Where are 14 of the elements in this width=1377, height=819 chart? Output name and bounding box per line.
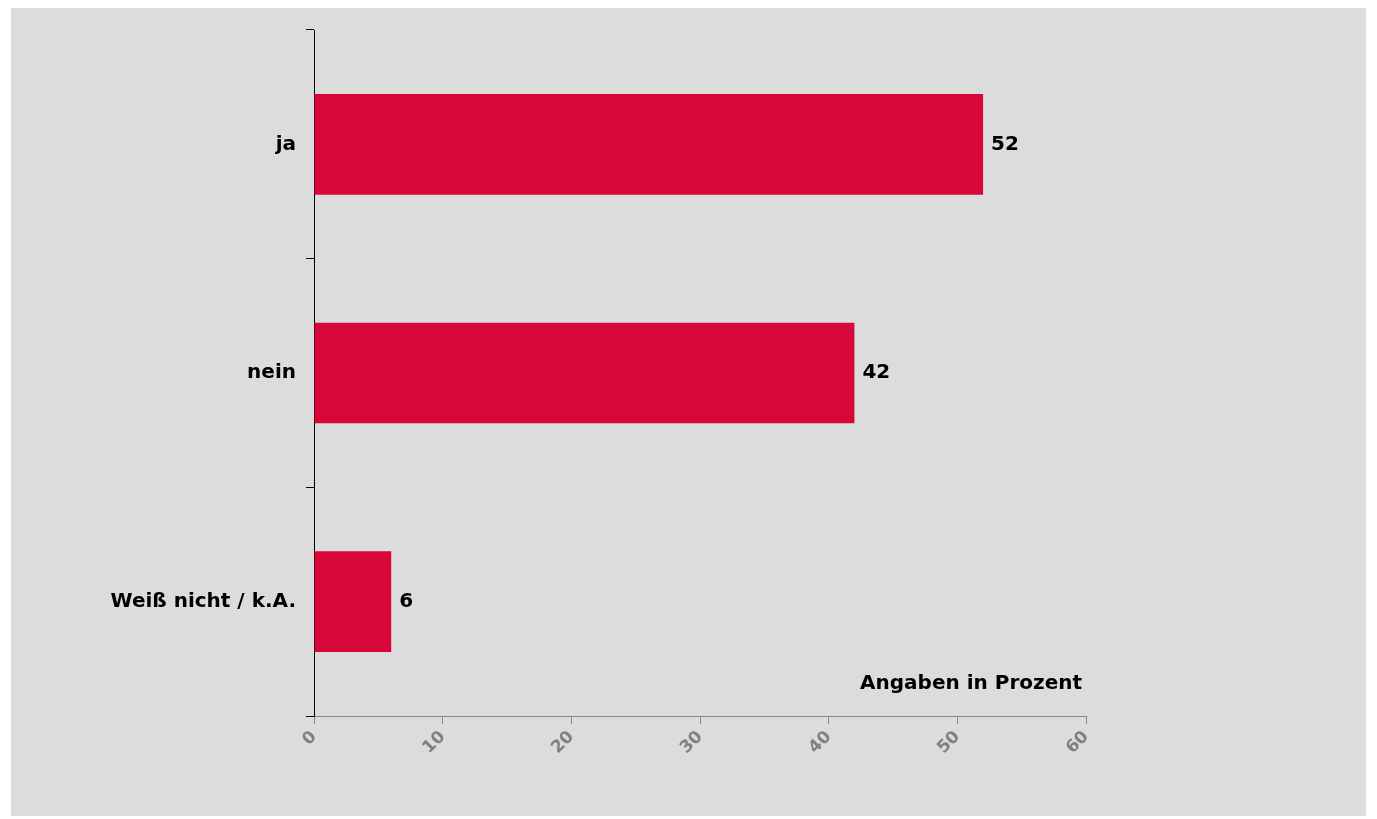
annotation: Angaben in Prozent: [860, 670, 1083, 695]
x-tick-label: 10: [417, 725, 449, 757]
data-label: 52: [991, 130, 1019, 155]
x-tick-label: 50: [932, 725, 964, 757]
x-tick-label: 60: [1061, 725, 1093, 757]
y-tick-label: ja: [274, 130, 296, 155]
x-tick-label: 30: [675, 725, 707, 757]
data-label: 6: [399, 587, 414, 612]
x-tick-label: 0: [297, 725, 321, 749]
x-tick-label: 40: [803, 725, 835, 757]
y-tick-label: nein: [247, 359, 296, 384]
y-tick-label: Weiß nicht / k.A.: [110, 587, 296, 612]
x-tick-label: 20: [546, 725, 578, 757]
data-label: 42: [862, 359, 891, 384]
